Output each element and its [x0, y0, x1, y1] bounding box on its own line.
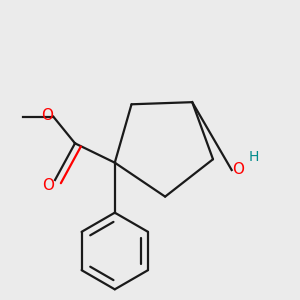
Text: O: O: [41, 108, 53, 123]
Text: H: H: [248, 150, 259, 164]
Text: O: O: [232, 163, 244, 178]
Text: O: O: [42, 178, 54, 193]
